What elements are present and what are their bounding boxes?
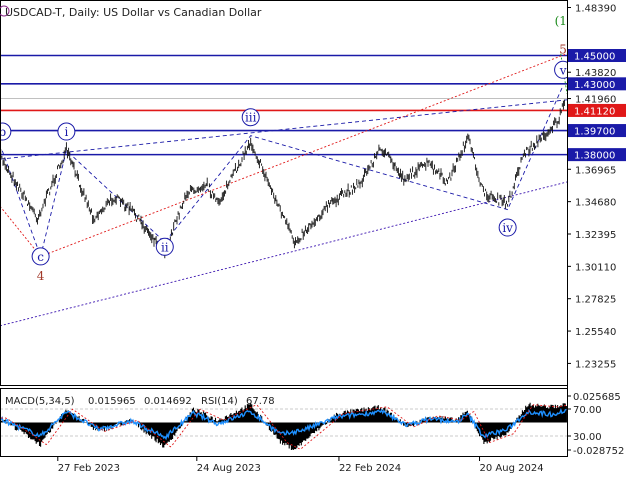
wave-label-3: i [57, 122, 76, 141]
trendline-4[interactable] [0, 99, 567, 160]
wave-label-circle-4 [155, 237, 174, 256]
y-tick-label-1: 1.43820 [575, 68, 616, 79]
level-price-box-0 [568, 49, 626, 63]
price-series [1, 99, 565, 259]
x-tick-label-0: 27 Feb 2023 [58, 463, 120, 474]
wave-label-5: iii [241, 108, 260, 127]
ind-tick-label-3: -0.028752 [573, 446, 624, 457]
wave-label-text-1: c [37, 250, 44, 264]
y-tick-label-4: 1.36965 [575, 165, 616, 176]
wave-label-text-8: 5 [559, 42, 567, 56]
level-price-box-1 [568, 77, 626, 91]
wave-label-circle-5 [241, 108, 260, 127]
trendline-0[interactable] [0, 206, 41, 257]
wave-label-8: 5 [559, 42, 567, 56]
y-tick-label-2: 1.41960 [575, 95, 616, 106]
symbol-marker-icon [0, 5, 10, 17]
level-price-label-4: 1.38000 [574, 151, 615, 162]
level-price-label-0: 1.45000 [574, 52, 615, 63]
wave-label-7: v [554, 60, 567, 79]
level-price-box-3 [568, 124, 626, 138]
y-tick-label-9: 1.25540 [575, 327, 616, 338]
rsi-line [1, 407, 567, 441]
macd-signal-line [1, 404, 567, 450]
ind-tick-label-0: 0.025685 [573, 392, 621, 403]
macd-signal-value: 0.014692 [144, 396, 192, 407]
wave-label-text-4: ii [161, 240, 169, 254]
wave-label-9: (1) [555, 14, 572, 28]
title-group: USDCAD-T, Daily: US Dollar vs Canadian D… [0, 5, 262, 19]
ind-tick-label-2: 30.00 [573, 432, 602, 443]
main-plot-frame [0, 0, 568, 386]
level-price-label-3: 1.39700 [574, 127, 615, 138]
wave-label-text-5: iii [245, 111, 257, 125]
wave-label-text-2: 4 [37, 269, 45, 283]
macd-label: MACD(5,34,5) [5, 396, 75, 407]
wave-label-text-6: iv [502, 221, 513, 235]
x-tick-label-2: 22 Feb 2024 [339, 463, 401, 474]
wave-label-circle-6 [498, 218, 517, 237]
y-tick-label-0: 1.48390 [575, 4, 616, 15]
wave-label-4: ii [155, 237, 174, 256]
indicator-axis: 0.025685 70.00 30.00 -0.028752 [567, 392, 624, 457]
wave-label-0: b [0, 122, 12, 141]
wave-label-circle-0 [1, 122, 12, 141]
price-bars [1, 99, 565, 259]
wave-label-text-3: i [64, 125, 68, 139]
trendline-3[interactable] [0, 181, 567, 327]
macd-main-value: 0.015965 [88, 396, 136, 407]
y-tick-label-5: 1.34680 [575, 198, 616, 209]
y-tick-label-8: 1.27825 [575, 295, 616, 306]
y-tick-label-6: 1.32395 [575, 230, 616, 241]
wave-label-circle-3 [57, 122, 76, 141]
wave-label-2: 4 [37, 269, 45, 283]
wave-label-6: iv [498, 218, 517, 237]
chart-title: USDCAD-T, Daily: US Dollar vs Canadian D… [5, 6, 262, 19]
wave-label-text-7: v [559, 63, 567, 77]
macd-histogram [1, 402, 567, 450]
level-price-box-4 [568, 148, 626, 162]
ind-tick-label-1: 70.00 [573, 405, 602, 416]
rsi-label: RSI(14) [201, 396, 238, 407]
wave-label-circle-7 [554, 60, 567, 79]
wave-label-circle-1 [31, 247, 50, 266]
level-price-label-1: 1.43000 [574, 80, 615, 91]
y-tick-label-7: 1.30110 [575, 262, 616, 273]
indicator-header: MACD(5,34,5) 0.015965 0.014692 RSI(14) 6… [5, 396, 275, 407]
x-tick-label-1: 24 Aug 2023 [197, 463, 261, 474]
level-price-label-2: 1.41120 [574, 106, 615, 117]
wave-label-1: c [31, 247, 50, 266]
rsi-value: 67.78 [246, 396, 275, 407]
x-tick-label-3: 20 Aug 2024 [480, 463, 544, 474]
wave-label-text-9: (1) [555, 14, 572, 28]
y-tick-label-10: 1.23255 [575, 359, 616, 370]
wave-label-text-0: b [0, 125, 6, 139]
level-price-box-2 [568, 103, 626, 117]
